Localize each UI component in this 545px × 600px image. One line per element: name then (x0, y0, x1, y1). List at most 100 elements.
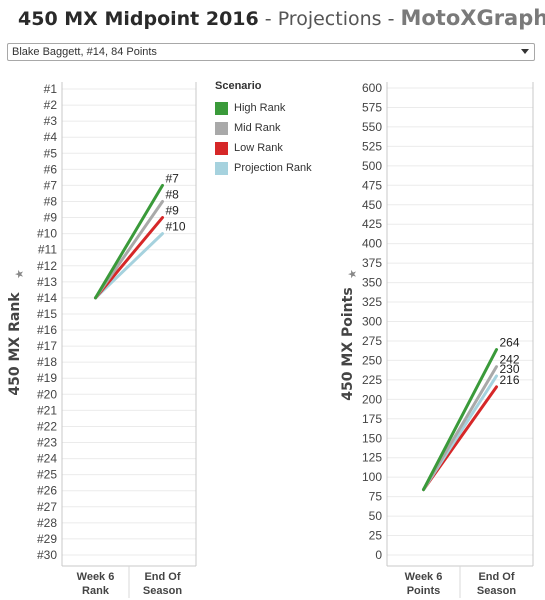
y-tick-label: #25 (37, 468, 57, 482)
y-tick-label: 475 (362, 178, 382, 192)
x-tick-label: Season (477, 585, 516, 597)
y-tick-label: 325 (362, 295, 382, 309)
legend-swatch (215, 141, 228, 155)
chart-1: #1 #2 #3 #4 #5 #6 #7 #8 #9 #10 #11 #12 #13 #14 #15 #16 #… (7, 82, 197, 598)
y-tick-label: #16 (37, 323, 57, 337)
series-line (94, 183, 164, 300)
y-tick-label: 150 (362, 431, 382, 445)
series-line (422, 348, 498, 492)
y-tick-label: #21 (37, 403, 57, 417)
page-title: 450 MX Midpoint 2016 - Projections - Mot… (18, 6, 545, 32)
y-tick-label: #4 (44, 130, 58, 144)
y-tick-label: #6 (44, 162, 58, 176)
data-label: 242 (500, 353, 520, 367)
y-tick-label: 200 (362, 392, 382, 406)
data-label: 264 (500, 336, 520, 350)
rider-select[interactable]: Blake Baggett, #14, 84 Points (7, 43, 535, 61)
data-label: 216 (500, 373, 520, 387)
y-tick-label: 100 (362, 470, 382, 484)
legend: Scenario High Rank Mid Rank Low Rank Projec… (215, 80, 312, 178)
y-tick-label: 25 (369, 529, 383, 543)
y-tick-label: #12 (37, 259, 57, 273)
y-tick-label: #7 (44, 178, 58, 192)
y-tick-label: 175 (362, 412, 382, 426)
y-tick-label: 75 (369, 490, 383, 504)
chart-2: 0 25 50 75 100 125 150 175 200 225 250 275 300 325 350… (340, 81, 534, 598)
data-label: #10 (166, 220, 186, 234)
legend-title: Scenario (215, 80, 262, 92)
y-tick-label: #1 (44, 82, 58, 96)
y-tick-label: #29 (37, 532, 57, 546)
data-label: #7 (166, 171, 180, 185)
title-brand: MotoXGraphs (400, 6, 545, 30)
legend-item[interactable]: High Rank (215, 98, 312, 118)
legend-label: Projection Rank (234, 162, 312, 174)
y-tick-label: 225 (362, 373, 382, 387)
legend-swatch (215, 161, 228, 175)
y-tick-label: #18 (37, 355, 57, 369)
y-tick-label: 600 (362, 81, 382, 95)
x-tick-label: End Of (478, 571, 514, 583)
pin-icon: ★ (14, 269, 26, 279)
y-tick-label: 375 (362, 256, 382, 270)
y-tick-label: 550 (362, 120, 382, 134)
y-tick-label: #11 (38, 243, 57, 257)
y-tick-label: #14 (37, 291, 57, 305)
x-tick-label: Week 6 (405, 571, 443, 583)
y-axis-title: 450 MX Points (340, 287, 356, 400)
data-label: #9 (166, 204, 180, 218)
y-tick-label: 0 (375, 548, 382, 562)
legend-label: Mid Rank (234, 122, 281, 134)
title-main: 450 MX Midpoint 2016 (18, 8, 259, 30)
legend-label: Low Rank (234, 142, 283, 154)
rider-select-value: Blake Baggett, #14, 84 Points (12, 46, 157, 58)
y-tick-label: #24 (37, 452, 57, 466)
legend-swatch (215, 101, 228, 115)
title-section: Projections (277, 8, 382, 30)
y-tick-label: 300 (362, 315, 382, 329)
x-tick-label: Season (143, 585, 182, 597)
y-tick-label: #8 (44, 194, 58, 208)
y-tick-label: #5 (44, 146, 58, 160)
data-label: 230 (500, 362, 520, 376)
legend-swatch (215, 121, 228, 135)
y-tick-label: #17 (37, 339, 57, 353)
y-tick-label: 500 (362, 159, 382, 173)
y-tick-label: #19 (37, 371, 57, 385)
y-tick-label: #20 (37, 387, 57, 401)
x-tick-label: Week 6 (77, 571, 115, 583)
y-tick-label: #22 (37, 419, 57, 433)
x-tick-label: Rank (82, 585, 110, 597)
y-tick-label: 425 (362, 217, 382, 231)
legend-label: High Rank (234, 102, 286, 114)
chevron-down-icon[interactable] (521, 49, 529, 54)
y-tick-label: #9 (44, 211, 58, 225)
y-tick-label: 250 (362, 353, 382, 367)
y-tick-label: #3 (44, 114, 58, 128)
x-tick-label: Points (407, 585, 441, 597)
x-tick-label: End Of (144, 571, 180, 583)
y-tick-label: #13 (37, 275, 57, 289)
y-tick-label: 125 (362, 451, 382, 465)
title-separator: - (258, 8, 278, 30)
y-tick-label: #15 (37, 307, 57, 321)
y-tick-label: 400 (362, 237, 382, 251)
pin-icon: ★ (347, 269, 359, 279)
series-line (94, 216, 164, 300)
y-tick-label: 525 (362, 139, 382, 153)
y-tick-label: #30 (37, 548, 57, 562)
legend-item[interactable]: Mid Rank (215, 118, 312, 138)
data-label: #8 (166, 187, 180, 201)
y-tick-label: 50 (369, 509, 383, 523)
series-line (94, 232, 164, 300)
y-tick-label: #26 (37, 484, 57, 498)
y-tick-label: #10 (37, 227, 57, 241)
y-tick-label: #28 (37, 516, 57, 530)
y-tick-label: #2 (44, 98, 58, 112)
title-separator-2: - (381, 8, 401, 30)
legend-item[interactable]: Projection Rank (215, 158, 312, 178)
y-tick-label: 350 (362, 276, 382, 290)
y-axis-title: 450 MX Rank (7, 292, 23, 396)
legend-item[interactable]: Low Rank (215, 138, 312, 158)
y-tick-label: #23 (37, 436, 57, 450)
